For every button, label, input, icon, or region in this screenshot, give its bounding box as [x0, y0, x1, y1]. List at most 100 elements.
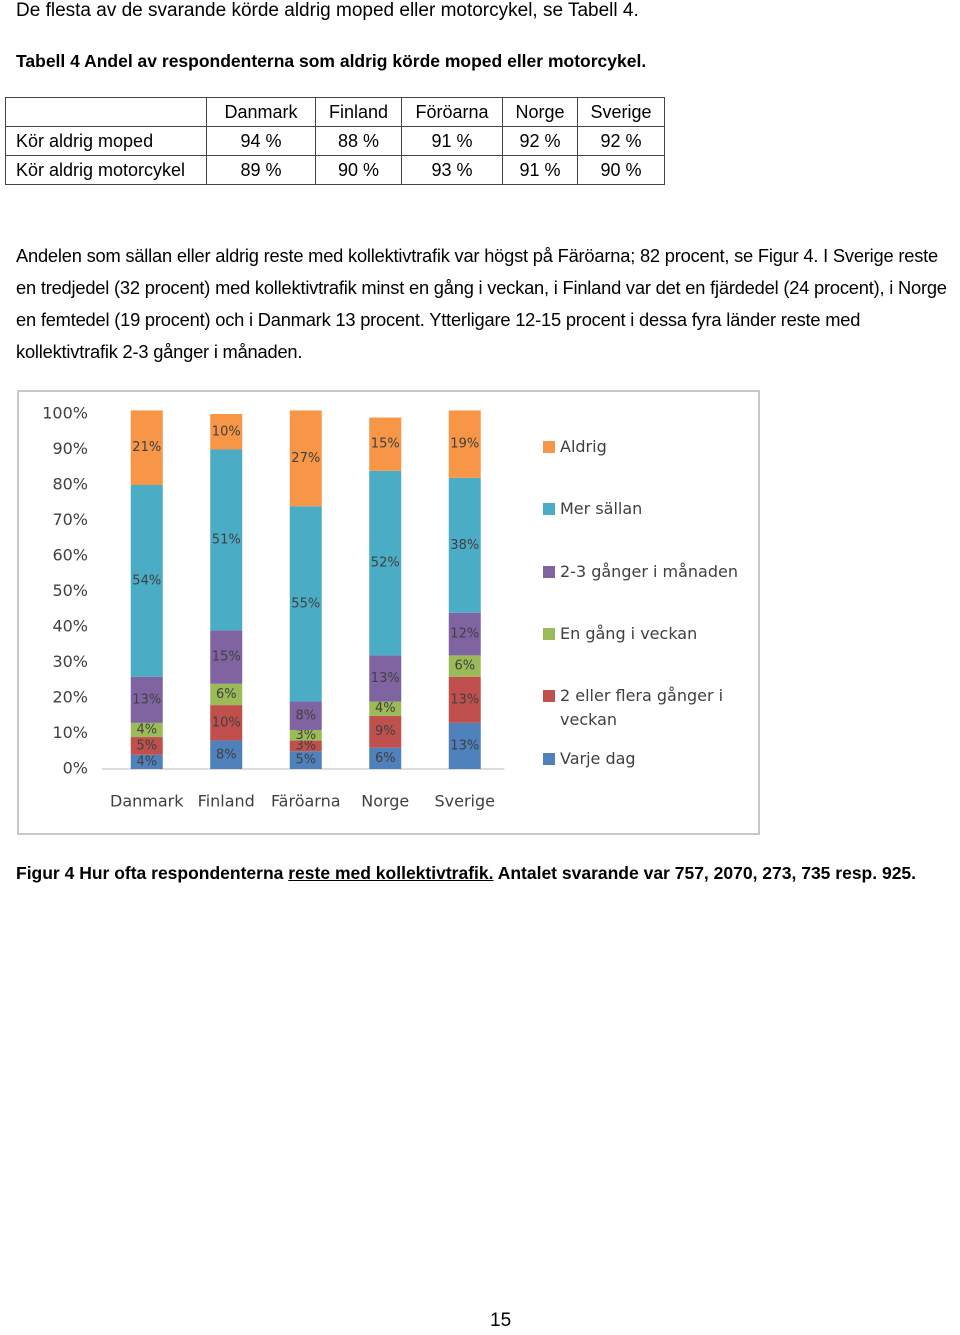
- legend-label: Mer sällan: [560, 499, 643, 518]
- data-label: 3%: [295, 738, 316, 753]
- legend-swatch: [543, 628, 555, 640]
- table-cell: 94 %: [206, 126, 316, 156]
- bar-segment: [289, 701, 322, 730]
- table-header: Danmark: [206, 97, 316, 127]
- data-label: 12%: [450, 627, 479, 642]
- bar-segment: [289, 751, 322, 769]
- data-label: 4%: [136, 722, 157, 737]
- y-tick-label: 60%: [52, 546, 88, 565]
- bar-segment: [448, 477, 481, 613]
- bar-segment: [210, 705, 243, 741]
- data-label: 55%: [291, 596, 320, 611]
- y-tick-label: 0%: [63, 759, 88, 778]
- bar-segment: [289, 740, 322, 752]
- caption-text: Figur 4 Hur ofta respondenterna: [16, 863, 289, 883]
- x-tick-label: Färöarna: [271, 792, 341, 811]
- data-label: 3%: [295, 728, 316, 743]
- table-cell: 90 %: [315, 155, 402, 185]
- bar-segment: [369, 701, 402, 716]
- x-tick-label: Sverige: [435, 792, 496, 811]
- bar-segment: [289, 506, 322, 702]
- legend-label: En gång i veckan: [560, 624, 698, 643]
- y-tick-label: 40%: [52, 617, 88, 636]
- bar-segment: [448, 722, 481, 769]
- data-label: 4%: [375, 701, 396, 716]
- y-tick-label: 20%: [52, 688, 88, 707]
- data-label: 15%: [212, 650, 241, 665]
- caption-text: Antalet svarande var 757, 2070, 273, 735…: [493, 863, 917, 883]
- page-number: 15: [490, 1310, 512, 1331]
- data-label: 8%: [216, 747, 237, 762]
- data-label: 13%: [450, 692, 479, 707]
- legend-label: Aldrig: [560, 437, 607, 456]
- chart-frame: 0% 10% 20% 30% 40% 50% 60% 70% 80% 90% 100% Danmark…: [17, 390, 760, 835]
- data-label: 10%: [212, 715, 241, 730]
- data-label: 6%: [216, 687, 237, 702]
- data-label: 15%: [371, 437, 400, 452]
- table-cell: 92 %: [502, 126, 578, 156]
- intro-text: De flesta av de svarande körde aldrig mo…: [16, 0, 639, 21]
- legend-swatch: [543, 503, 555, 515]
- bar-segment: [448, 410, 481, 478]
- data-label: 13%: [371, 671, 400, 686]
- table-cell: 93 %: [401, 155, 503, 185]
- legend-label: 2 eller flera gånger i veckan: [560, 686, 724, 729]
- data-label: 5%: [295, 753, 316, 768]
- y-tick-label: 10%: [52, 723, 88, 742]
- x-tick-label: Finland: [198, 792, 255, 811]
- y-tick-label: 70%: [52, 510, 88, 529]
- legend-swatch: [543, 753, 555, 765]
- bar-segment: [289, 410, 322, 507]
- table: Danmark Finland Föröarna Norge Sverige K…: [5, 97, 665, 185]
- data-label: 54%: [132, 573, 161, 588]
- y-tick-label: 90%: [52, 439, 88, 458]
- bar-segment: [369, 747, 402, 769]
- legend-label: 2-3 gånger i månaden: [560, 562, 738, 581]
- bar-segment: [369, 470, 402, 656]
- data-label: 4%: [136, 754, 157, 769]
- table-header: Finland: [315, 97, 402, 127]
- table-header: Föröarna: [401, 97, 503, 127]
- bar-segment: [369, 655, 402, 702]
- bar-segment: [210, 414, 243, 450]
- bar-segment: [448, 655, 481, 677]
- data-label: 21%: [132, 440, 161, 455]
- bar-segment: [210, 449, 243, 631]
- bar-segment: [289, 729, 322, 741]
- data-label: 19%: [450, 437, 479, 452]
- legend-label: Varje dag: [560, 749, 636, 768]
- figure-caption: Figur 4 Hur ofta respondenterna reste me…: [16, 863, 916, 884]
- table-cell: 91 %: [502, 155, 578, 185]
- data-label: 13%: [132, 692, 161, 707]
- table-cell: 89 %: [206, 155, 316, 185]
- bar-segment: [130, 754, 163, 769]
- bar-segment: [210, 683, 243, 706]
- bar-segment: [448, 676, 481, 723]
- data-label: 10%: [212, 424, 241, 439]
- bar-segment: [130, 722, 163, 738]
- legend-swatch: [543, 690, 555, 702]
- table-cell: 91 %: [401, 126, 503, 156]
- data-label: 38%: [450, 538, 479, 553]
- x-tick-label: Norge: [361, 792, 409, 811]
- y-tick-label: 30%: [52, 652, 88, 671]
- bar-segment: [210, 630, 243, 684]
- data-label: 52%: [371, 556, 400, 571]
- y-tick-label: 80%: [52, 475, 88, 494]
- bar-segment: [448, 612, 481, 656]
- legend-swatch: [543, 441, 555, 453]
- data-label: 27%: [291, 451, 320, 466]
- y-tick-label: 50%: [52, 581, 88, 600]
- bar-segment: [210, 740, 243, 769]
- data-label: 13%: [450, 738, 479, 753]
- data-label: 51%: [212, 533, 241, 548]
- bar-segment: [130, 485, 163, 677]
- data-label: 6%: [375, 751, 396, 766]
- table-cell: Kör aldrig motorcykel: [5, 155, 207, 185]
- bar-segment: [130, 410, 163, 485]
- data-label: 6%: [454, 659, 475, 674]
- table-caption: Tabell 4 Andel av respondenterna som ald…: [16, 51, 647, 71]
- bar-segment: [130, 676, 163, 723]
